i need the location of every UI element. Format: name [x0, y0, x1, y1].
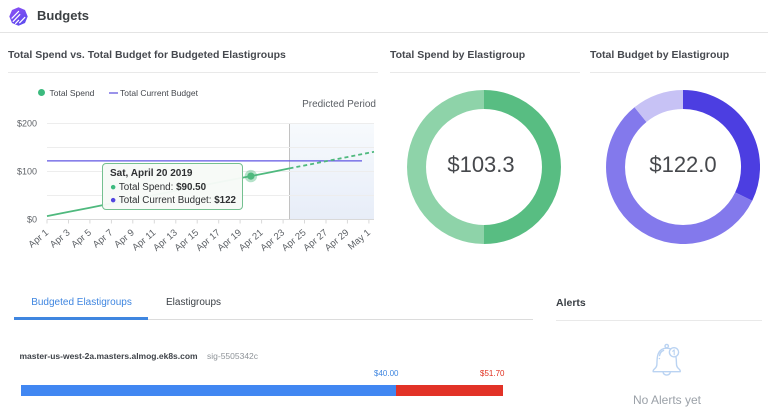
svg-text:Apr 29: Apr 29: [323, 227, 352, 253]
svg-text:$200: $200: [17, 119, 37, 129]
svg-text:Apr 3: Apr 3: [48, 227, 72, 250]
svg-text:May 1: May 1: [346, 227, 373, 252]
svg-text:Apr 5: Apr 5: [69, 227, 93, 250]
svg-text:$100: $100: [17, 167, 37, 177]
svg-text:$0: $0: [27, 215, 37, 225]
svg-text:Apr 1: Apr 1: [26, 227, 50, 250]
svg-text:Apr 7: Apr 7: [91, 227, 115, 250]
